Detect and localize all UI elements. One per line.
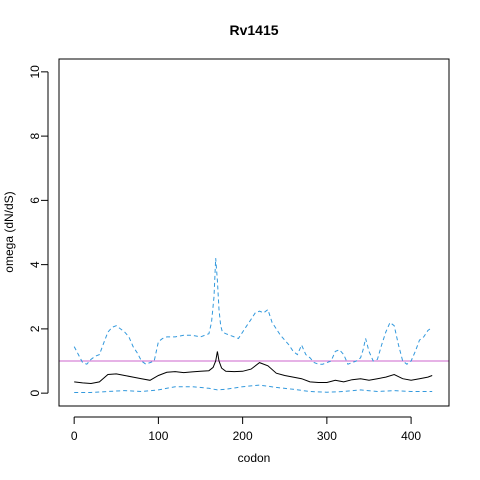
lower-bound-line (74, 384, 433, 393)
x-axis-label: codon (238, 451, 271, 465)
x-tick-label: 0 (71, 429, 78, 443)
y-tick-label: 0 (28, 389, 42, 396)
x-tick-label: 300 (317, 429, 337, 443)
y-axis-label: omega (dN/dS) (2, 191, 16, 272)
y-tick-label: 4 (28, 261, 42, 268)
x-tick-label: 200 (233, 429, 253, 443)
y-tick-label: 6 (28, 197, 42, 204)
chart-title: Rv1415 (229, 22, 278, 38)
x-tick-label: 400 (401, 429, 421, 443)
omega-estimate-line (74, 351, 433, 385)
y-tick-label: 10 (28, 65, 42, 79)
y-tick-label: 2 (28, 325, 42, 332)
upper-bound-line (73, 258, 433, 365)
plot-area (59, 258, 449, 393)
y-tick-label: 8 (28, 132, 42, 139)
plot-frame (58, 58, 450, 407)
x-tick-label: 100 (148, 429, 168, 443)
